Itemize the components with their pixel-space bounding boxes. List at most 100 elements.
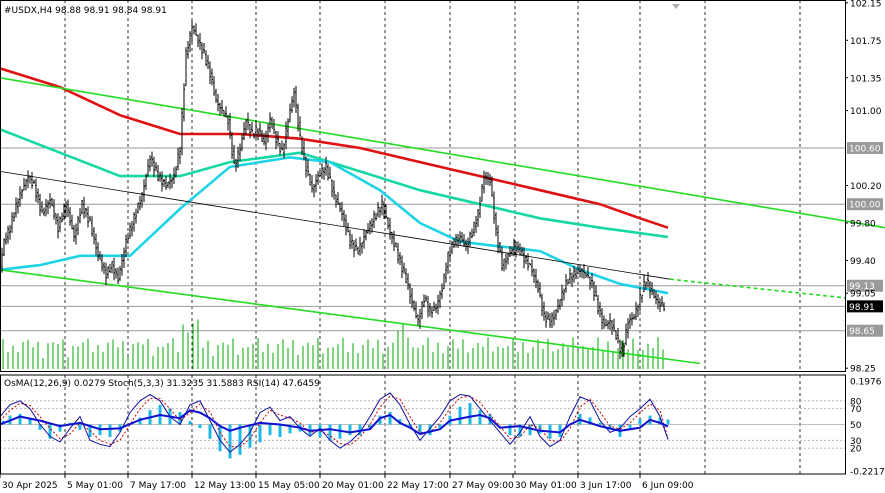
osma-bar [628, 424, 632, 429]
osma-bar [188, 420, 192, 425]
oscillator-tick-label: 0.1976 [850, 378, 882, 388]
price-tick-label: 101.00 [850, 107, 882, 117]
osma-bar [558, 424, 562, 437]
price-axis: 102.15 101.75 101.35 101.00 100.60 100.20 100.… [845, 0, 883, 375]
price-label-box [847, 279, 883, 292]
price-label: 100.60 [849, 145, 881, 155]
time-tick-label: 3 Jun 17:00 [580, 481, 632, 491]
time-axis: 30 Apr 2025 5 May 01:00 7 May 17:00 12 May … [0, 474, 694, 491]
osma-bar [328, 424, 332, 441]
indicator-lines [0, 67, 885, 365]
price-tick-label: 98.25 [850, 365, 876, 375]
osma-bar [408, 424, 412, 429]
time-tick-label: 5 May 01:00 [67, 481, 123, 491]
osma-bar [378, 415, 382, 425]
oscillator-tick-label: 20 [850, 445, 862, 455]
osma-bar [478, 410, 482, 425]
osma-bar [518, 424, 522, 437]
osma-bar [38, 424, 42, 430]
price-tick-label: 102.15 [850, 0, 882, 9]
time-tick-label: 27 May 09:00 [452, 481, 514, 491]
price-label-box [847, 324, 883, 337]
price-tick-label: 101.35 [850, 74, 882, 84]
stochastic-main-line [0, 392, 669, 453]
time-tick-label: 22 May 17:00 [387, 481, 449, 491]
indicator-line-channel [669, 278, 846, 299]
indicator-pane-header: OsMA(12,26,9) 0.0279 Stoch(5,3,3) 31.323… [4, 379, 320, 389]
oscillator-tick-label: 30 [850, 437, 862, 447]
indicator-line-channel [0, 269, 701, 365]
osma-bar [258, 424, 262, 443]
oscillator-tick-label: -0.2217 [850, 468, 885, 478]
price-label-box [847, 198, 883, 211]
osma-bar [598, 422, 602, 425]
osma-bar [368, 424, 372, 430]
indicator-line-candle [0, 171, 671, 280]
osma-bar [58, 424, 62, 432]
oscillator-pane-frame [0, 374, 846, 475]
price-label: 98.65 [849, 327, 875, 337]
osma-bar [438, 424, 442, 429]
osma-bar [78, 424, 82, 430]
chart-shift-marker-icon[interactable] [672, 4, 680, 9]
osma-bar [238, 424, 242, 455]
osma-bar [608, 424, 612, 430]
osma-bar [48, 424, 52, 439]
price-series [0, 20, 665, 360]
price-tick-label: 100.20 [850, 182, 882, 192]
osma-bar [278, 424, 282, 437]
osma-bar [458, 406, 462, 425]
time-tick-label: 30 May 01:00 [515, 481, 577, 491]
osma-bar [288, 424, 292, 434]
indicator-line-ma_cyan [0, 156, 669, 295]
time-tick-label: 7 May 17:00 [130, 481, 186, 491]
osma-bar [218, 424, 222, 452]
time-tick-label: 12 May 13:00 [194, 481, 256, 491]
time-tick-label: 15 May 05:00 [258, 481, 320, 491]
volume-bars [2, 319, 664, 369]
price-label: 99.13 [849, 282, 875, 292]
osma-bar [528, 424, 532, 436]
price-label: 98.91 [849, 303, 875, 313]
osma-bar [508, 424, 512, 436]
price-tick-label: 99.40 [850, 257, 876, 267]
osma-bar [348, 424, 352, 436]
indicator-line-sma_red [0, 67, 669, 229]
osma-bar [468, 403, 472, 425]
osma-bar [138, 417, 142, 425]
price-label-box [847, 142, 883, 155]
osma-bar [248, 424, 252, 448]
osma-bar [638, 419, 642, 425]
osma-bar [18, 413, 22, 425]
osma-bar [658, 417, 662, 425]
indicator-line-channel [0, 77, 885, 229]
osma-bar [428, 424, 432, 436]
price-tick-label: 99.80 [850, 219, 876, 229]
osma-bar [108, 424, 112, 437]
oscillator-tick-label: 80 [850, 397, 862, 407]
osma-bar [198, 424, 202, 429]
time-tick-label: 6 Jun 09:00 [642, 481, 694, 491]
price-tick-label: 99.05 [850, 290, 876, 300]
osma-bar [28, 419, 32, 425]
oscillator-tick-label: 70 [850, 405, 862, 415]
oscillator-pane [0, 392, 845, 459]
osma-bar [228, 424, 232, 459]
main-pane-header: #USDX,H4 98.88 98.91 98.84 98.91 [4, 6, 167, 16]
oscillator-tick-label: 50 [850, 421, 862, 431]
price-label: 100.00 [849, 201, 881, 211]
price-tick-label: 101.75 [850, 37, 882, 47]
time-tick-label: 20 May 01:00 [322, 481, 384, 491]
osma-bar [388, 412, 392, 425]
osma-bar [588, 417, 592, 425]
rsi-line [0, 409, 669, 436]
osma-bar [418, 424, 422, 434]
osma-bar [666, 419, 670, 425]
price-label-box [847, 300, 883, 313]
osma-bar [268, 424, 272, 436]
time-tick-label: 30 Apr 2025 [2, 481, 58, 491]
osma-bar [208, 424, 212, 439]
